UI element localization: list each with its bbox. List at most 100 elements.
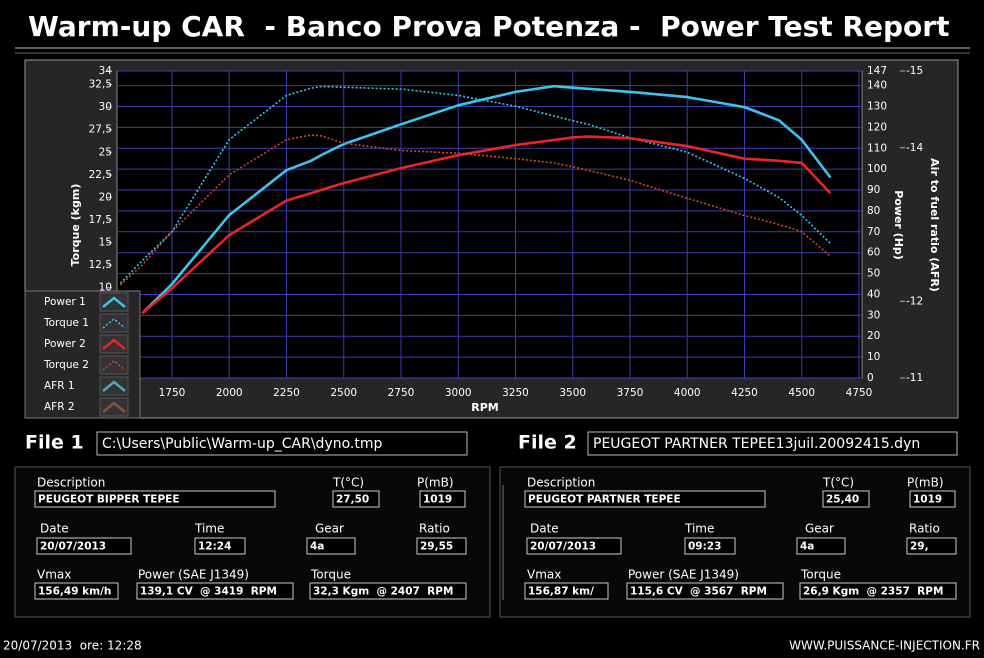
legend-swatch bbox=[102, 318, 126, 329]
field-value: 20/07/2013 bbox=[530, 541, 596, 553]
field-box bbox=[34, 490, 276, 508]
field-box bbox=[306, 537, 356, 555]
field-value: 26,9 Kgm @ 2357 RPM bbox=[803, 586, 943, 598]
file-path-box bbox=[96, 431, 468, 456]
y-tick-label: 30 bbox=[99, 101, 112, 113]
field-label: Power (SAE J1349) bbox=[138, 568, 249, 582]
field-value: PEUGEOT BIPPER TEPEE bbox=[38, 494, 180, 506]
field-label: Gear bbox=[805, 522, 834, 536]
series-line bbox=[119, 85, 831, 284]
y-tick-label: -14 bbox=[906, 142, 923, 154]
field-box bbox=[796, 537, 846, 555]
field-label: Vmax bbox=[37, 568, 71, 582]
legend-label: Torque 1 bbox=[43, 317, 89, 329]
field-box bbox=[524, 490, 766, 508]
field-value: PEUGEOT PARTNER TEPEE bbox=[528, 494, 681, 506]
field-label: P(mB) bbox=[907, 476, 944, 490]
field-value: 29, bbox=[910, 541, 929, 553]
x-axis-title: RPM bbox=[471, 401, 498, 414]
y-tick-label: 22,5 bbox=[89, 169, 112, 181]
field-value: 20/07/2013 bbox=[40, 541, 106, 553]
legend-swatch-box bbox=[99, 313, 129, 333]
y-tick-label: 25 bbox=[99, 146, 112, 158]
y-tick-label: 12,5 bbox=[89, 259, 112, 271]
field-label: Ratio bbox=[909, 522, 940, 536]
field-box bbox=[684, 537, 736, 555]
x-tick-label: 2250 bbox=[273, 387, 300, 399]
field-label: P(mB) bbox=[417, 476, 454, 490]
file-label: File 2 bbox=[518, 432, 577, 454]
field-box bbox=[419, 490, 466, 508]
y-tick-label: 50 bbox=[867, 268, 880, 280]
series-line bbox=[141, 135, 832, 315]
field-label: Torque bbox=[800, 568, 841, 582]
x-tick-label: 4750 bbox=[846, 387, 873, 399]
footer-timestamp: 20/07/2013 ore: 12:28 bbox=[3, 639, 142, 653]
field-box bbox=[309, 582, 467, 600]
y-axis-title: Torque (kgm) bbox=[69, 184, 82, 267]
y-tick-label: 90 bbox=[867, 184, 880, 196]
field-box bbox=[34, 582, 119, 600]
y3-axis-title: Air to fuel ratio (AFR) bbox=[928, 158, 941, 292]
x-tick-label: 4250 bbox=[731, 387, 758, 399]
field-box bbox=[822, 490, 870, 508]
footer-website: WWW.PUISSANCE-INJECTION.FR bbox=[789, 639, 980, 653]
legend-label: Power 1 bbox=[44, 296, 86, 308]
legend-box bbox=[24, 290, 141, 419]
x-tick-label: 4500 bbox=[788, 387, 815, 399]
legend-swatch-box bbox=[99, 292, 129, 312]
field-label: Vmax bbox=[527, 568, 561, 582]
y-tick-label: 40 bbox=[867, 288, 880, 300]
legend-swatch bbox=[102, 380, 126, 392]
y-tick-label: 100 bbox=[867, 163, 887, 175]
field-label: Time bbox=[684, 522, 714, 536]
y-tick-label: 60 bbox=[867, 247, 880, 259]
field-value: 139,1 CV @ 3419 RPM bbox=[140, 586, 277, 598]
legend-swatch-box bbox=[99, 334, 129, 354]
y-tick-label: 0 bbox=[867, 372, 874, 384]
y-tick-label: 32,5 bbox=[89, 79, 112, 91]
field-box bbox=[332, 490, 380, 508]
field-value: 12:24 bbox=[198, 541, 231, 553]
legend-swatch-box bbox=[99, 355, 129, 375]
field-label: Date bbox=[530, 522, 559, 536]
legend-label: AFR 2 bbox=[44, 401, 75, 413]
y-tick-label: 70 bbox=[867, 226, 880, 238]
field-label: Power (SAE J1349) bbox=[628, 568, 739, 582]
field-value: 32,3 Kgm @ 2407 RPM bbox=[313, 586, 453, 598]
field-value: 156,49 km/h bbox=[38, 586, 111, 598]
series-line bbox=[141, 84, 832, 315]
file-label: File 1 bbox=[25, 432, 84, 454]
field-value: 29,55 bbox=[420, 541, 453, 553]
file-path-box bbox=[587, 431, 958, 456]
x-tick-label: 4000 bbox=[674, 387, 701, 399]
field-value: 25,40 bbox=[826, 494, 859, 506]
x-tick-label: 1750 bbox=[159, 387, 186, 399]
x-tick-label: 3250 bbox=[502, 387, 529, 399]
y-tick-label: 130 bbox=[867, 101, 887, 113]
field-box bbox=[909, 490, 956, 508]
field-value: 1019 bbox=[423, 494, 452, 506]
y-tick-label: 120 bbox=[867, 121, 887, 133]
x-tick-label: 3000 bbox=[445, 387, 472, 399]
field-value: 156,87 km/ bbox=[528, 586, 594, 598]
y-tick-label: 140 bbox=[867, 80, 887, 92]
y-tick-label: 17,5 bbox=[89, 214, 112, 226]
legend-swatch-box bbox=[99, 376, 129, 396]
y-tick-label: 27,5 bbox=[89, 124, 112, 136]
field-box bbox=[36, 537, 132, 555]
field-box bbox=[526, 537, 622, 555]
field-label: Gear bbox=[315, 522, 344, 536]
x-tick-label: 3500 bbox=[559, 387, 586, 399]
field-label: T(°C) bbox=[332, 476, 364, 490]
y-tick-label: 30 bbox=[867, 309, 880, 321]
legend-swatch-box bbox=[99, 397, 129, 417]
plot-area bbox=[116, 70, 863, 379]
field-label: T(°C) bbox=[822, 476, 854, 490]
y-tick-label: 20 bbox=[867, 330, 880, 342]
legend-label: Torque 2 bbox=[43, 359, 89, 371]
field-box bbox=[136, 582, 294, 600]
legend-label: Power 2 bbox=[44, 338, 86, 350]
y-tick-label: 110 bbox=[867, 142, 887, 154]
x-tick-label: 3750 bbox=[617, 387, 644, 399]
